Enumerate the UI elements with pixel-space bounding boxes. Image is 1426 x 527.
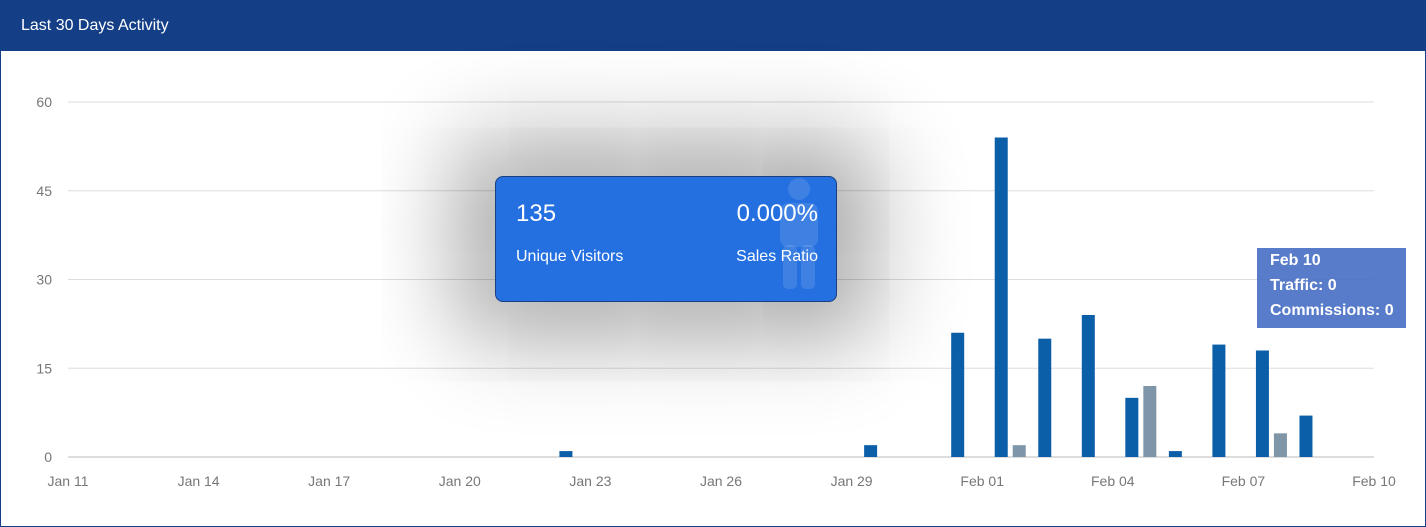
y-tick-label: 15 [36, 360, 52, 376]
bar [994, 137, 1008, 457]
sales-ratio-label: Sales Ratio [736, 248, 818, 265]
x-tick-label: Jan 20 [439, 473, 481, 489]
bar [1081, 315, 1095, 457]
panel-header: Last 30 Days Activity [1, 1, 1425, 51]
x-tick-label: Feb 07 [1222, 473, 1266, 489]
bar [1273, 433, 1287, 457]
x-tick-label: Jan 14 [178, 473, 220, 489]
x-tick-label: Jan 29 [831, 473, 873, 489]
x-tick-label: Feb 10 [1352, 473, 1396, 489]
sales-ratio-value: 0.000% [736, 200, 818, 227]
bar [1299, 415, 1313, 457]
visitors-value: 135 [516, 200, 557, 227]
tooltip-date: Feb 10 [1270, 252, 1321, 269]
bar [864, 445, 878, 457]
stats-card: 135 0.000% Unique Visitors Sales Ratio [495, 176, 837, 302]
bar [559, 451, 573, 457]
x-tick-label: Jan 11 [48, 473, 89, 489]
bar [951, 332, 965, 457]
bar [1012, 445, 1026, 457]
bar [1143, 386, 1157, 457]
x-tick-label: Jan 26 [700, 473, 742, 489]
bar [1125, 397, 1139, 457]
person-icon [780, 178, 818, 289]
tooltip-traffic: Traffic: 0 [1270, 277, 1337, 294]
visitors-label: Unique Visitors [516, 248, 624, 265]
x-tick-label: Feb 01 [960, 473, 1004, 489]
tooltip-commissions: Commissions: 0 [1270, 302, 1394, 319]
bar [1212, 344, 1226, 457]
chart-tooltip: Feb 10 Traffic: 0 Commissions: 0 [1257, 248, 1406, 328]
x-tick-label: Jan 23 [569, 473, 611, 489]
bar [1255, 350, 1269, 457]
panel-title: Last 30 Days Activity [21, 17, 169, 34]
y-tick-label: 30 [36, 272, 52, 288]
y-tick-label: 0 [44, 449, 52, 465]
bar [1038, 338, 1052, 457]
y-tick-label: 60 [36, 94, 52, 110]
y-tick-label: 45 [36, 183, 52, 199]
x-tick-label: Feb 04 [1091, 473, 1135, 489]
x-tick-label: Jan 17 [308, 473, 350, 489]
bar [1168, 451, 1182, 457]
